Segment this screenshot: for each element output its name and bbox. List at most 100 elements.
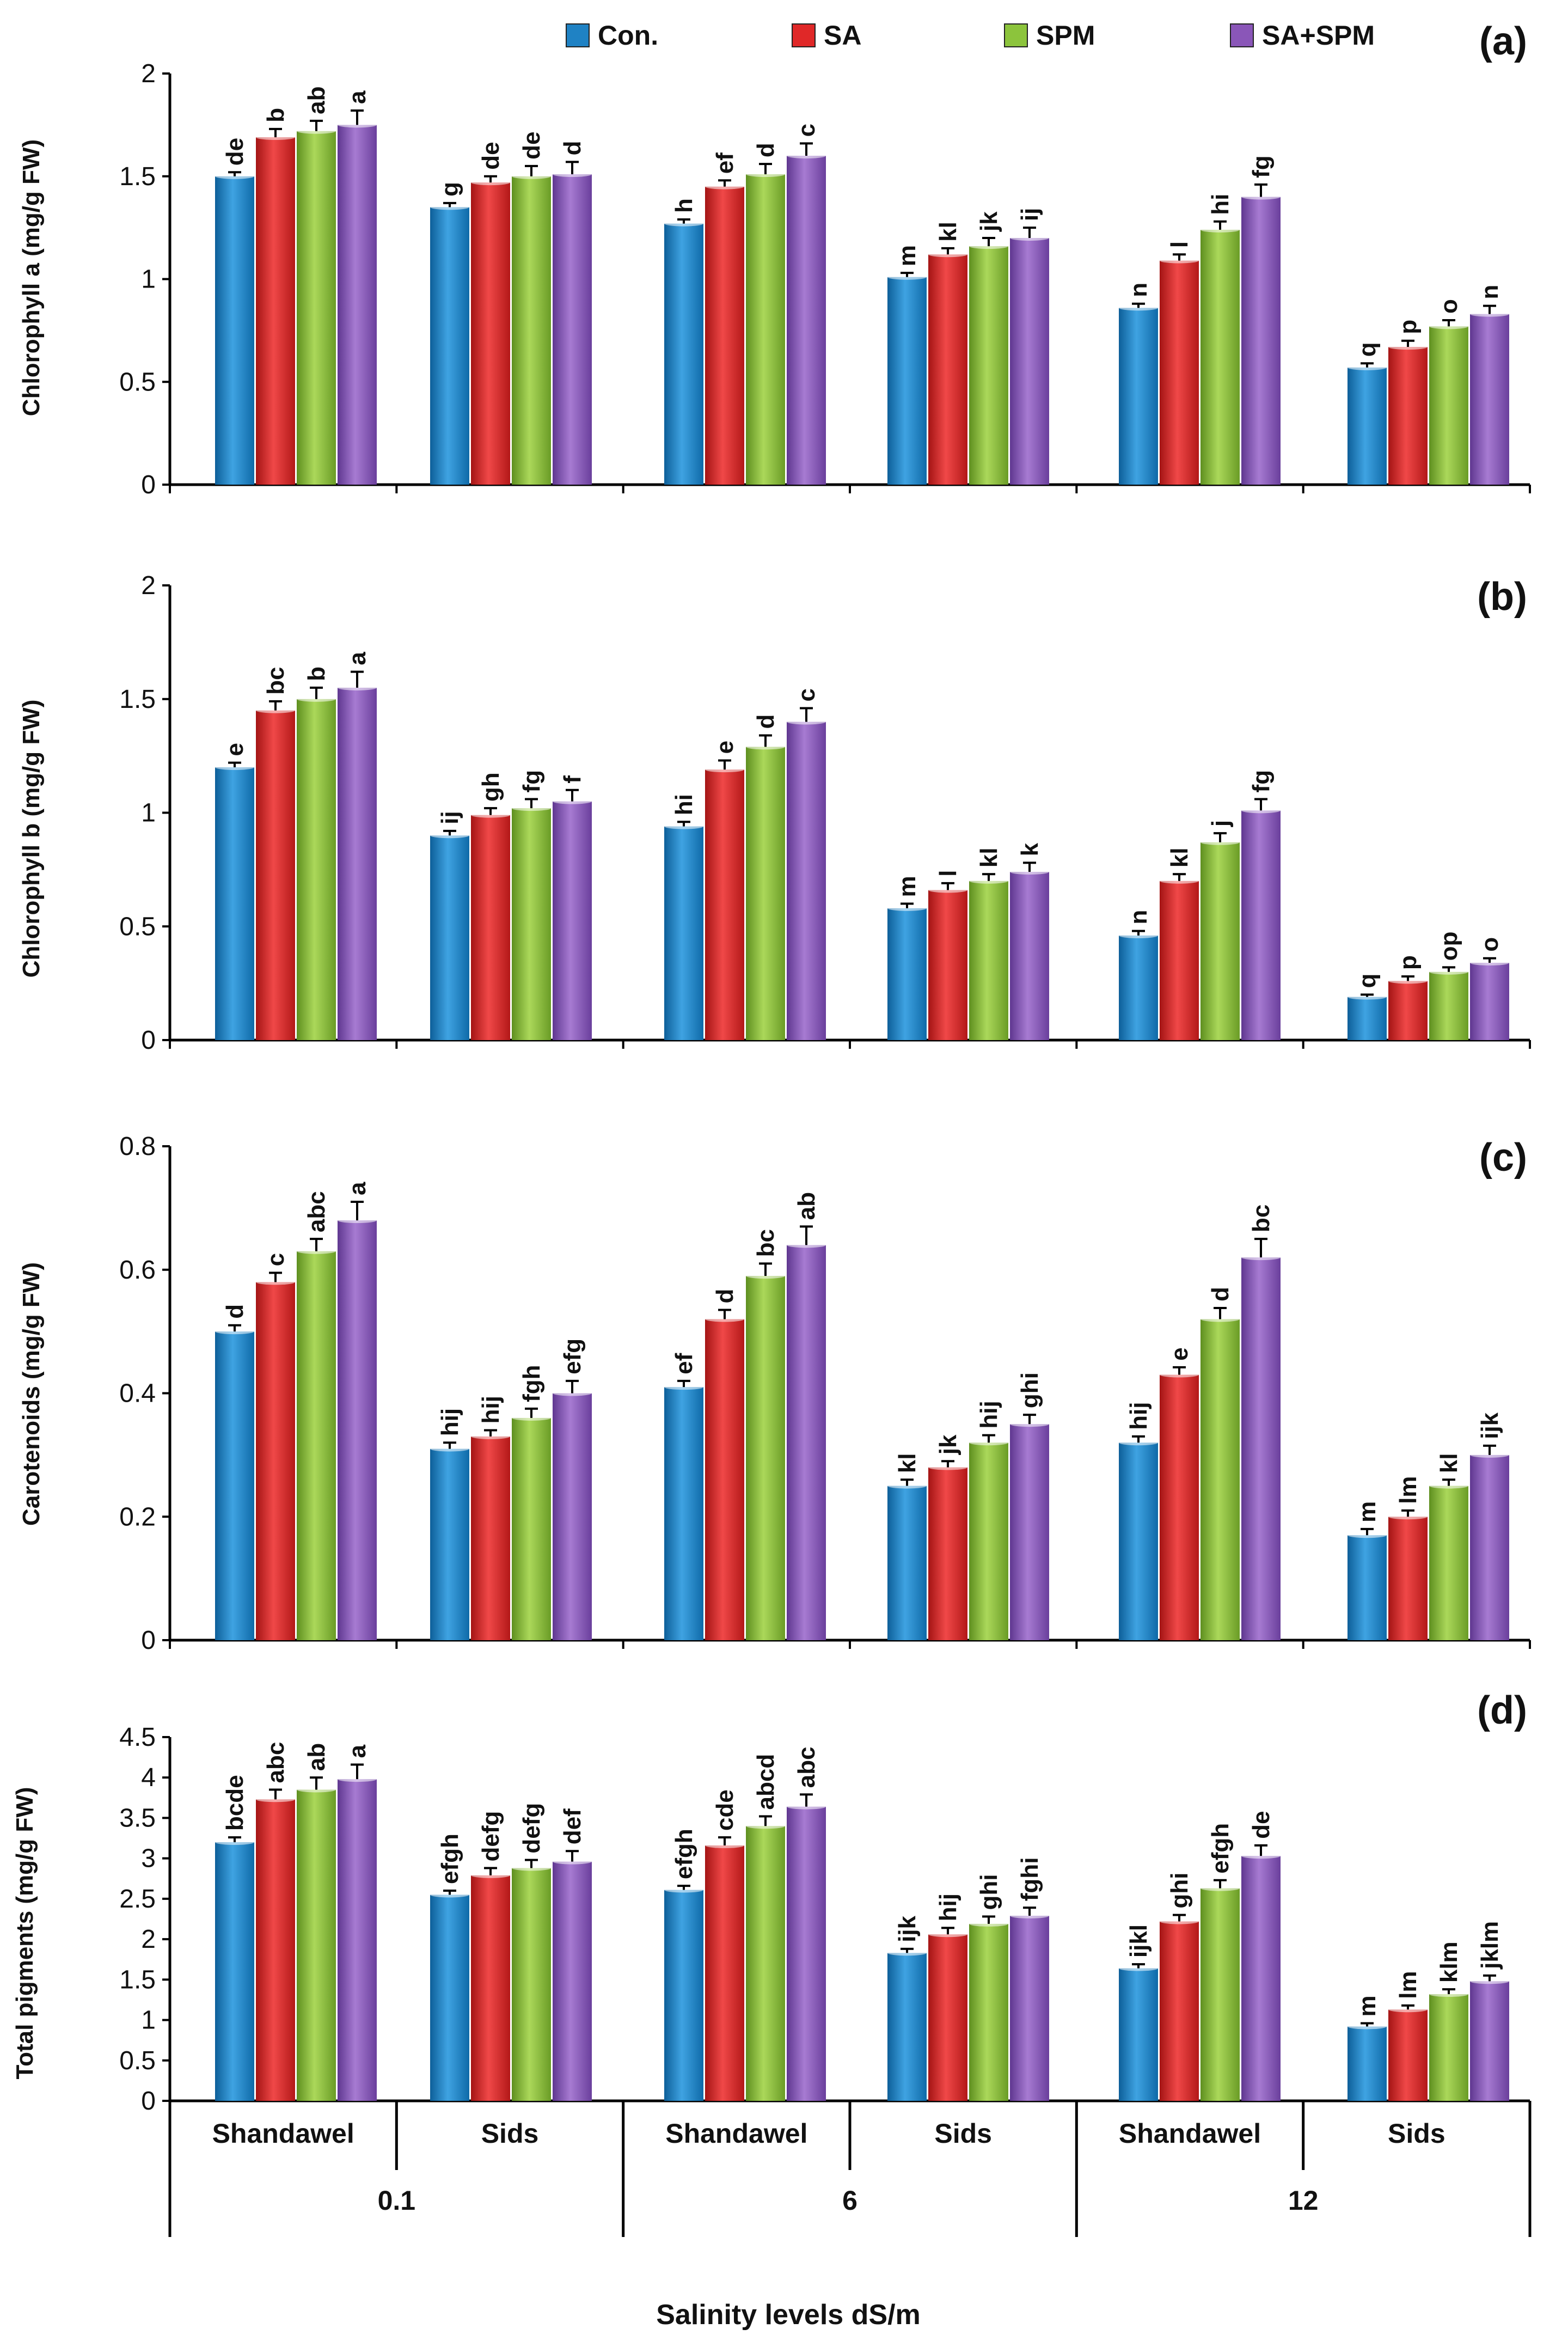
y-tick-label: 1	[141, 265, 156, 294]
y-tick-label: 0.5	[119, 912, 156, 941]
significance-letter: ab	[793, 1192, 820, 1220]
y-tick-label: 0.5	[119, 368, 156, 396]
bar-a-5-SA	[1160, 260, 1199, 485]
bar-c-1-SA+SPM	[338, 1220, 377, 1640]
significance-letter: klm	[1436, 1941, 1462, 1983]
significance-letter: ijkl	[1125, 1924, 1152, 1958]
y-tick-label: 0.2	[119, 1502, 156, 1531]
x-group-label: 12	[1288, 2185, 1319, 2216]
significance-letter: q	[1354, 974, 1381, 988]
significance-letter: defg	[477, 1811, 504, 1862]
significance-letter: k	[1016, 842, 1043, 856]
bar-b-5-SPM	[1200, 842, 1240, 1040]
significance-letter: jklm	[1477, 1921, 1503, 1970]
y-tick-label: 2.5	[119, 1885, 156, 1914]
y-axis-label-d: Total pigments (mg/g FW)	[11, 1787, 38, 2080]
y-tick-label: 1.5	[119, 1965, 156, 1994]
panel-c: Carotenoids (mg/g FW) (c) 00.20.40.60.8 …	[18, 1132, 1531, 1655]
significance-letter: d	[222, 1304, 248, 1319]
bar-a-3-SA+SPM	[787, 156, 826, 485]
significance-letter: m	[1354, 1501, 1381, 1523]
significance-letter: lm	[1395, 1971, 1422, 1998]
panel-label-c: (c)	[1479, 1136, 1527, 1179]
legend-swatch-SA	[792, 23, 816, 47]
bar-a-6-SA+SPM	[1470, 314, 1509, 485]
bar-a-6-SPM	[1429, 326, 1468, 485]
x-axis-groups: 0.1 6 12	[378, 2185, 1319, 2216]
significance-letter: d	[752, 143, 779, 157]
y-tick-label: 3	[141, 1844, 156, 1873]
significance-letter: ab	[303, 86, 330, 114]
significance-letter: ij	[437, 811, 463, 824]
significance-letter: f	[559, 775, 586, 784]
y-ticks-b: 0 0.5 1 1.5 2	[119, 571, 1531, 1055]
bar-d-6-SA	[1388, 2009, 1428, 2101]
significance-letter: a	[344, 1744, 371, 1758]
bar-b-2-SA	[471, 815, 510, 1040]
bar-c-4-Con.	[887, 1486, 927, 1640]
significance-letter: hij	[477, 1396, 504, 1423]
significance-letter: b	[262, 108, 289, 123]
bar-a-3-SA	[705, 186, 744, 485]
y-tick-label: 1	[141, 2006, 156, 2035]
bar-b-2-SA+SPM	[553, 801, 592, 1040]
x-axis-categories: Shandawel Sids Shandawel Sids Shandawel Sids	[212, 2118, 1445, 2149]
y-axis-label-b: Chlorophyll b (mg/g FW)	[18, 700, 45, 978]
legend-label: SPM	[1036, 20, 1095, 51]
bar-c-3-SA+SPM	[787, 1245, 826, 1640]
bar-c-4-SA+SPM	[1010, 1424, 1049, 1640]
significance-letter: j	[1207, 820, 1234, 827]
significance-letter: abc	[262, 1742, 289, 1783]
x-group-label: 6	[842, 2185, 857, 2216]
bar-c-6-SA+SPM	[1470, 1454, 1509, 1640]
significance-letter: de	[518, 132, 545, 160]
bar-a-5-SA+SPM	[1241, 197, 1281, 485]
significance-letter: a	[344, 1182, 371, 1195]
bar-c-4-SA	[928, 1467, 967, 1640]
bar-d-5-Con.	[1119, 1968, 1158, 2101]
y-tick-label: 0	[141, 1026, 156, 1055]
legend-swatch-SA+SPM	[1230, 23, 1254, 47]
significance-letter: c	[262, 1253, 289, 1266]
legend-label: Con.	[598, 20, 658, 51]
bar-b-3-SA+SPM	[787, 722, 826, 1040]
bar-a-3-Con.	[664, 223, 703, 485]
significance-letter: q	[1354, 342, 1381, 357]
bar-d-3-SA+SPM	[787, 1806, 826, 2101]
legend-swatch-SPM	[1004, 23, 1028, 47]
significance-letter: bcde	[222, 1775, 248, 1831]
bar-a-1-SPM	[297, 131, 336, 485]
bar-b-4-SA+SPM	[1010, 872, 1049, 1040]
bar-a-4-SPM	[969, 246, 1008, 485]
bar-d-4-SA	[928, 1934, 967, 2101]
y-tick-label: 4.5	[119, 1723, 156, 1752]
significance-letter: bc	[1248, 1205, 1275, 1232]
y-ticks-c: 0 0.2 0.4 0.6 0.8	[119, 1132, 1531, 1655]
bar-d-2-Con.	[430, 1894, 469, 2101]
bar-b-6-SA+SPM	[1470, 963, 1509, 1040]
bar-b-2-SPM	[512, 808, 551, 1040]
bar-b-1-SA+SPM	[338, 687, 377, 1040]
significance-letter: n	[1125, 910, 1152, 925]
significance-letter: lm	[1395, 1476, 1422, 1504]
bar-b-6-Con.	[1347, 997, 1387, 1040]
bar-d-5-SA	[1160, 1921, 1199, 2101]
panel-d: Total pigments (mg/g FW) (d) 0 0.5 1 1.5 2 2.…	[11, 1689, 1531, 2116]
bar-a-1-Con.	[215, 176, 254, 485]
legend-label: SA	[824, 20, 861, 51]
significance-letter: ab	[303, 1743, 330, 1771]
significance-letter: de	[1248, 1811, 1275, 1839]
significance-letter: hij	[935, 1893, 961, 1921]
y-tick-label: 2	[141, 1925, 156, 1954]
y-tick-label: 0	[141, 2087, 156, 2116]
significance-letter: jk	[935, 1434, 961, 1455]
y-axis-label-c: Carotenoids (mg/g FW)	[18, 1262, 45, 1526]
bar-b-1-Con.	[215, 767, 254, 1040]
significance-letter: g	[437, 182, 463, 197]
bar-a-4-SA	[928, 254, 967, 485]
bar-a-5-SPM	[1200, 229, 1240, 485]
bar-c-1-SA	[256, 1282, 295, 1640]
bar-c-2-SA+SPM	[553, 1393, 592, 1640]
significance-letter: d	[559, 140, 586, 155]
